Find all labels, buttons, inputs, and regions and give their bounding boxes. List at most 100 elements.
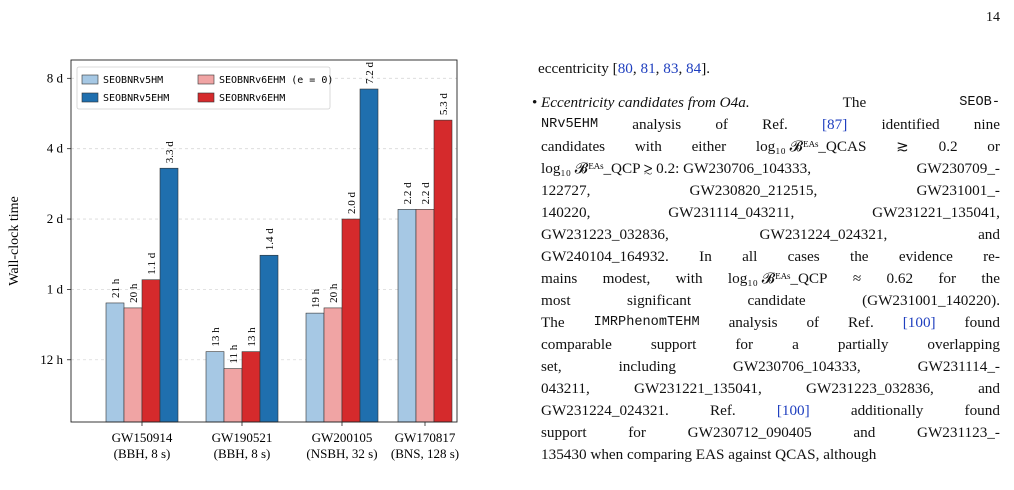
continuation-line: eccentricity [80, 81, 83, 84]. bbox=[538, 58, 710, 80]
bar-value-label: 21 h bbox=[110, 278, 122, 298]
word: GW230712_090405 bbox=[687, 424, 812, 441]
word: and bbox=[978, 380, 1000, 397]
x-tick-sublabel: (NSBH, 32 s) bbox=[306, 446, 377, 461]
bar-gw150914-2 bbox=[141, 279, 161, 423]
text-line: 140220, GW231114_043211, GW231221_135041, bbox=[541, 202, 1000, 224]
word: IMRPhenomTEHM bbox=[593, 315, 700, 330]
word: either bbox=[691, 138, 727, 155]
bar-gw190521-3 bbox=[259, 254, 279, 423]
word: most bbox=[541, 292, 571, 309]
text-line: 043211, GW231221_135041, GW231223_032836, a… bbox=[541, 378, 1000, 400]
y-tick-label: 1 d bbox=[47, 281, 64, 296]
word: Ref. bbox=[848, 314, 874, 331]
word: GW231114_- bbox=[917, 358, 1000, 375]
bar-gw200105-3 bbox=[359, 88, 379, 423]
word: comparable bbox=[541, 336, 612, 353]
bullet-marker: • bbox=[532, 94, 538, 111]
bar-gw170817-1 bbox=[415, 209, 435, 423]
word: log₁₀ 𝓑ᴱᴬˢ_QCAS bbox=[755, 138, 867, 155]
citation-link[interactable]: 83 bbox=[663, 60, 679, 77]
bar-value-label: 20 h bbox=[328, 283, 340, 303]
word: a bbox=[792, 336, 799, 353]
word: with bbox=[675, 270, 703, 287]
word: 043211, bbox=[541, 380, 590, 397]
eccentricity-candidates-bullet: • Eccentricity candidates from O4a. The SE… bbox=[532, 92, 1000, 466]
text-line: NRv5EHM analysis of Ref. [87] identified nine bbox=[541, 114, 1000, 136]
text-line: comparable support for a partially overlappin… bbox=[541, 334, 1000, 356]
word: and bbox=[853, 424, 876, 441]
citation-separator: , bbox=[655, 60, 664, 77]
citation-link[interactable]: 81 bbox=[640, 60, 656, 77]
bar-value-label: 20 h bbox=[128, 283, 140, 303]
x-tick-label: GW190521 bbox=[212, 430, 273, 445]
text-line: most significant candidate (GW231001_140220… bbox=[541, 290, 1000, 312]
citation-separator: , bbox=[678, 60, 687, 77]
bar-value-label: 1.1 d bbox=[146, 252, 158, 275]
word: support bbox=[541, 424, 587, 441]
citation-link[interactable]: [100] bbox=[902, 314, 936, 331]
word: GW231224_024321. bbox=[541, 402, 669, 419]
bar-gw200105-2 bbox=[341, 218, 361, 423]
word: support bbox=[650, 336, 697, 353]
word: 0.2 bbox=[938, 138, 958, 155]
bar-gw170817-2 bbox=[433, 119, 453, 423]
x-tick-sublabel: (BNS, 128 s) bbox=[391, 446, 459, 461]
bar-gw190521-1 bbox=[223, 368, 243, 423]
citation-link[interactable]: 84 bbox=[686, 60, 702, 77]
word: re- bbox=[983, 248, 1000, 265]
word: GW231223_032836, bbox=[541, 226, 669, 243]
legend-swatch bbox=[197, 92, 215, 103]
word: The bbox=[842, 94, 867, 111]
text-line: 122727, GW230820_212515, GW231001_- bbox=[541, 180, 1000, 202]
word: GW231223_032836, bbox=[806, 380, 934, 397]
y-tick-label: 8 d bbox=[47, 70, 64, 85]
bar-value-label: 11 h bbox=[228, 344, 240, 363]
word: 0.62 bbox=[886, 270, 914, 287]
text-line: The IMRPhenomTEHM analysis of Ref. [100] found bbox=[541, 312, 1000, 334]
word: log₁₀ 𝓑ᴱᴬˢ_QCP bbox=[727, 270, 828, 287]
word: Eccentricity candidates from O4a. bbox=[541, 94, 750, 111]
citation-link[interactable]: 80 bbox=[617, 60, 633, 77]
bar-gw200105-1 bbox=[323, 307, 343, 423]
bar-gw150914-1 bbox=[123, 307, 143, 423]
word: partially bbox=[837, 336, 889, 353]
legend-label: SEOBNRv6EHM (e = 0) bbox=[219, 75, 333, 86]
word: significant bbox=[626, 292, 692, 309]
legend-label: SEOBNRv5EHM bbox=[103, 93, 169, 104]
bar-value-label: 2.2 d bbox=[402, 182, 414, 205]
text-line: Eccentricity candidates from O4a. The SEOB… bbox=[541, 92, 1000, 114]
word: identified bbox=[881, 116, 940, 133]
word: GW231224_024321, bbox=[759, 226, 888, 243]
bullet-paragraph: Eccentricity candidates from O4a. The SEOB… bbox=[541, 92, 1000, 466]
word: GW231221_135041, bbox=[872, 204, 1000, 221]
text-line: GW240104_164932. In all cases the evidence re- bbox=[541, 246, 1000, 268]
word: analysis bbox=[728, 314, 778, 331]
word: candidates bbox=[541, 138, 606, 155]
legend-swatch bbox=[81, 92, 99, 103]
word: GW231123_- bbox=[917, 424, 1000, 441]
word: or bbox=[987, 138, 1000, 155]
text-line: mains modest, with log₁₀ 𝓑ᴱᴬˢ_QCP ≈0.62 for th… bbox=[541, 268, 1000, 290]
bar-gw190521-0 bbox=[205, 351, 225, 423]
bar-value-label: 2.2 d bbox=[420, 182, 432, 205]
word: found bbox=[964, 314, 1000, 331]
continuation-end: ]. bbox=[701, 60, 711, 77]
word: the bbox=[849, 248, 869, 265]
citation-link[interactable]: [87] bbox=[822, 116, 848, 133]
word: analysis bbox=[632, 116, 682, 133]
word: SEOB- bbox=[959, 95, 1000, 110]
citation-separator: , bbox=[632, 60, 641, 77]
citation-link[interactable]: [100] bbox=[776, 402, 810, 419]
word: of bbox=[715, 116, 728, 133]
word: nine bbox=[973, 116, 1000, 133]
bar-gw150914-3 bbox=[159, 167, 179, 423]
x-tick-label: GW170817 bbox=[395, 430, 456, 445]
x-tick-sublabel: (BBH, 8 s) bbox=[114, 446, 171, 461]
word: GW231001_- bbox=[916, 182, 1000, 199]
text-line: GW231224_024321. Ref. [100] additionally fou… bbox=[541, 400, 1000, 422]
legend-swatch bbox=[197, 74, 215, 85]
bar-gw150914-0 bbox=[105, 302, 125, 423]
word: found bbox=[964, 402, 1000, 419]
bar-value-label: 7.2 d bbox=[364, 62, 376, 84]
page-number: 14 bbox=[986, 10, 1000, 25]
